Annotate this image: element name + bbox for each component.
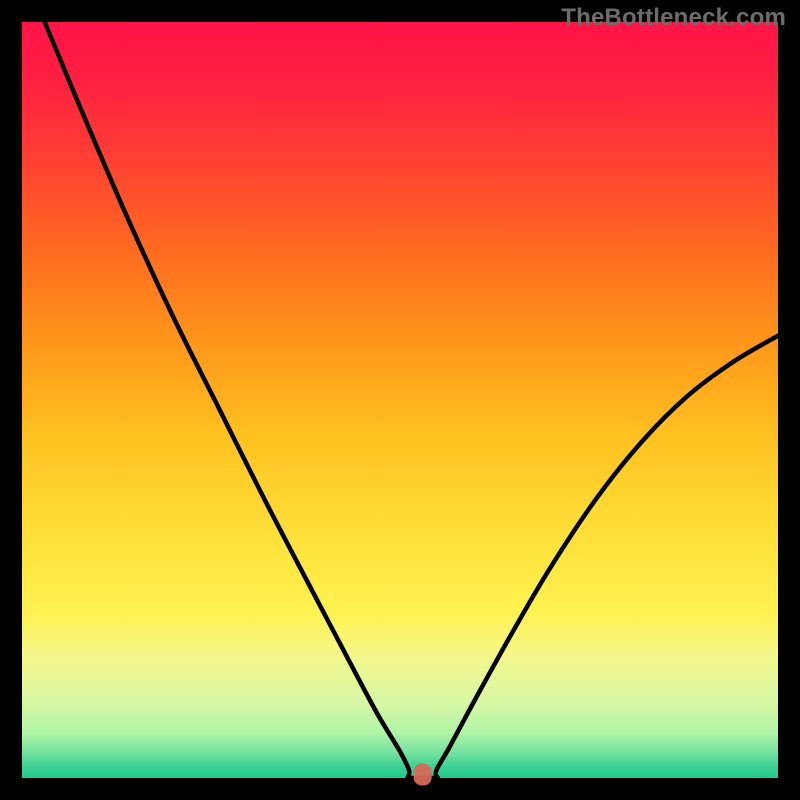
bottleneck-chart [0, 0, 800, 800]
gradient-background [22, 22, 778, 778]
min-marker [414, 763, 432, 785]
chart-stage: TheBottleneck.com [0, 0, 800, 800]
